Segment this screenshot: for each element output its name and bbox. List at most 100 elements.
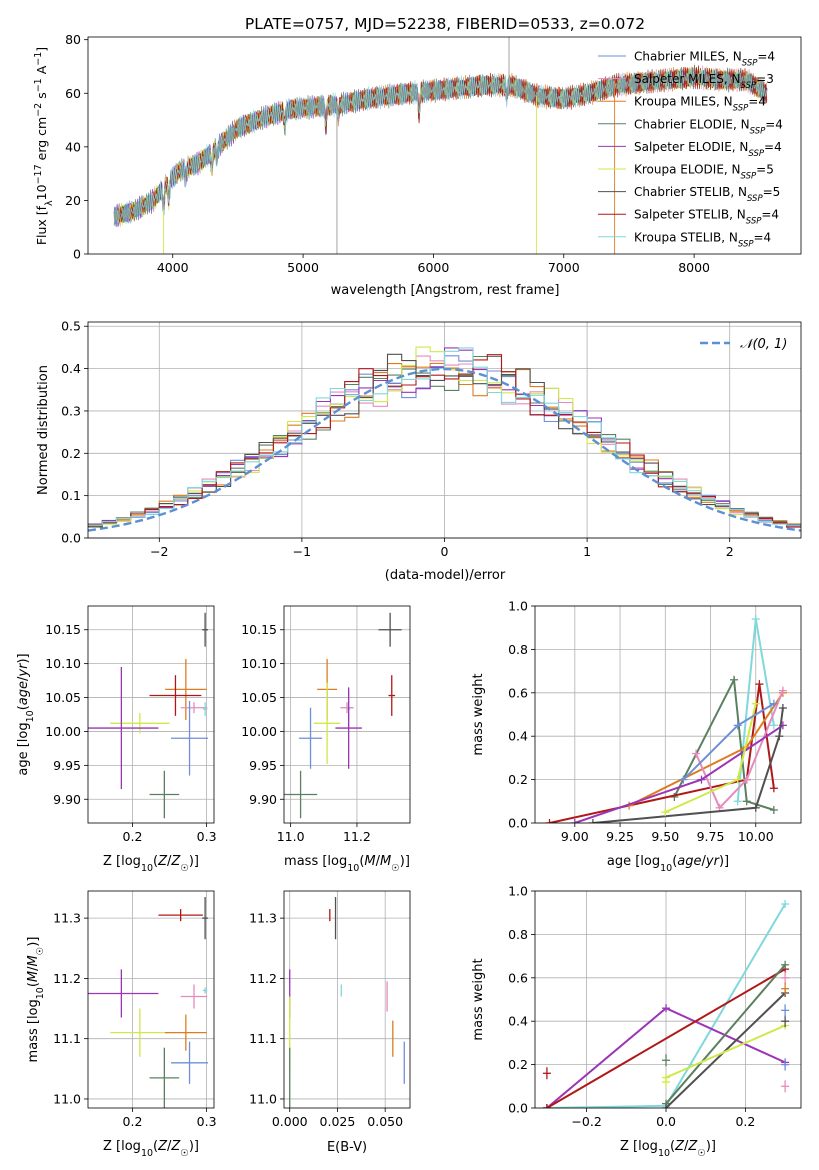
y-tick-label: 10.00	[241, 724, 277, 739]
y-tick-label: 10.05	[241, 690, 277, 705]
errorbar-salpeter-miles	[340, 702, 354, 714]
y-tick-label: 0.8	[508, 927, 528, 942]
legend-entry: Kroupa STELIB, NSSP=4	[634, 230, 771, 249]
y-tick-label: 11.3	[249, 911, 277, 926]
errorbar-salpeter-elodie	[335, 687, 362, 769]
errorbar-kroupa-elodie	[110, 1008, 170, 1057]
y-tick-label: 0.6	[508, 685, 528, 700]
weight-line	[695, 690, 784, 810]
legend-entry: Salpeter ELODIE, NSSP=4	[634, 140, 782, 159]
y-axis-label: Flux [fλ10−17 erg cm−2 s−1 A−1]	[33, 47, 55, 245]
y-axis-label: mass weight	[471, 958, 486, 1040]
series-weight_vs_Z	[542, 900, 790, 1108]
x-tick-label: 0.3	[197, 829, 217, 844]
axes-mass_vs_ebv: 0.000 0.025 0.050 11.0 11.1 11.2 11.3	[249, 890, 411, 1129]
errorbar-salpeter-elodie	[88, 667, 159, 790]
hist-step-kroupa-stelib	[88, 347, 801, 526]
y-tick-label: 11.2	[249, 971, 277, 986]
x-tick-label: 1	[583, 544, 591, 559]
errorbar-chabrier-stelib	[202, 612, 209, 647]
axes-frame	[87, 36, 802, 255]
x-tick-label: 0.2	[123, 1114, 143, 1129]
x-tick-label: 7000	[548, 260, 580, 275]
x-tick-label: 0.0	[656, 1114, 676, 1129]
y-axis-label: mass [log10(M/M☉)]	[26, 937, 46, 1063]
x-tick-label: 0.2	[735, 1114, 755, 1129]
x-tick-label: 0	[441, 544, 449, 559]
axes-residual_hist: −2 −1 0 1 2 0.0 0.1 0.2 0.3 0.4 0.5 𝒩(0, 1) (data-mo…	[36, 319, 802, 583]
legend-entry: Chabrier ELODIE, NSSP=4	[634, 117, 783, 136]
errorbar-chabrier-miles	[298, 707, 323, 769]
x-tick-label: 8000	[678, 260, 710, 275]
x-tick-label: 2	[726, 544, 734, 559]
x-axis-label: E(B-V)	[327, 1140, 367, 1155]
weight-series-kroupa-elodie	[661, 699, 760, 817]
y-tick-label: 0.0	[61, 531, 81, 546]
legend-normal-label: 𝒩(0, 1)	[740, 337, 787, 352]
series-age_vs_mass	[284, 612, 402, 819]
y-tick-label: 9.95	[249, 758, 277, 773]
axes-frame	[534, 890, 802, 1109]
x-tick-label: 0.000	[272, 1114, 308, 1129]
x-tick-label: 0.050	[367, 1114, 403, 1129]
legend: Chabrier MILES, NSSP=4 Salpeter MILES, NS…	[598, 50, 783, 249]
x-tick-label: 5000	[287, 260, 319, 275]
axes-frame	[87, 605, 215, 824]
errorbar-chabrier-stelib	[378, 612, 402, 647]
weight-line	[665, 1024, 786, 1079]
weight-series-salpeter-miles	[692, 686, 787, 812]
series-mass_vs_Z	[88, 897, 209, 1108]
y-tick-label: 10.10	[241, 656, 277, 671]
axes-frame	[87, 321, 802, 539]
legend-entry: Kroupa ELODIE, NSSP=5	[634, 163, 774, 182]
x-tick-label: 9.50	[651, 829, 679, 844]
legend-entry: Salpeter MILES, NSSP=3	[634, 72, 774, 91]
errorbar-salpeter-miles	[180, 702, 208, 714]
weight-series-chabrier-miles	[679, 699, 778, 784]
errorbar-chabrier-miles	[171, 1041, 209, 1084]
y-tick-label: 10.05	[45, 690, 81, 705]
y-tick-label: 40	[65, 139, 81, 154]
hist-step-salpeter-stelib	[88, 354, 801, 528]
series-mass_vs_ebv	[289, 897, 405, 1108]
y-tick-label: 0.4	[508, 1014, 528, 1029]
weight-series-chabrier-elodie	[662, 960, 790, 1108]
axes-age_vs_Z: 0.2 0.3 9.90 9.95 10.00 10.05 10.10 10.15 Z [log…	[16, 605, 217, 874]
errorbar-salpeter-stelib	[158, 909, 203, 922]
figure-title: PLATE=0757, MJD=52238, FIBERID=0533, z=0…	[245, 15, 645, 33]
x-tick-label: −1	[293, 544, 311, 559]
y-tick-label: 0.0	[508, 816, 528, 831]
y-axis-label: age [log10(age/yr)]	[16, 653, 36, 775]
y-tick-label: 0.4	[61, 361, 81, 376]
axes-age_vs_mass: 11.0 11.2 9.90 9.95 10.00 10.05 10.10 10.15 mass…	[241, 605, 411, 874]
weight-line	[592, 707, 784, 823]
x-tick-label: 11.0	[277, 829, 305, 844]
errorbar-kroupa-stelib	[202, 987, 208, 994]
axes-spectrum: 4000 5000 6000 7000 8000 0 20 40 60 80 wavelength …	[33, 32, 802, 298]
y-tick-label: 0.0	[508, 1101, 528, 1116]
y-tick-label: 80	[65, 32, 81, 47]
x-tick-label: 6000	[418, 260, 450, 275]
y-tick-label: 20	[65, 193, 81, 208]
weight-series-chabrier-elodie	[670, 675, 778, 814]
normal-reference-curve	[88, 367, 801, 532]
weight-series-chabrier-stelib	[588, 703, 787, 823]
weight-series-salpeter-elodie	[570, 721, 787, 823]
errorbar-salpeter-stelib	[149, 675, 202, 716]
x-axis-label: Z [log10(Z/Z☉)]	[103, 1139, 199, 1159]
errorbar-kroupa-miles	[165, 1014, 207, 1051]
errorbar-salpeter-stelib	[388, 675, 396, 716]
y-tick-label: 9.90	[249, 792, 277, 807]
weight-line	[546, 968, 786, 1108]
errorbar-chabrier-elodie	[149, 770, 180, 819]
axes-weight_vs_Z: −0.2 0.0 0.2 0.0 0.2 0.4 0.6 0.8 1.0 Z [log10(Z/Z…	[471, 884, 802, 1159]
errorbar-chabrier-elodie	[284, 770, 318, 819]
x-axis-label: mass [log10(M/M☉)]	[284, 854, 410, 874]
y-axis-label: Normed distribution	[36, 365, 51, 495]
weight-line	[665, 964, 786, 1105]
y-tick-label: 0.2	[508, 1057, 528, 1072]
errorbar-chabrier-miles	[171, 700, 209, 776]
x-tick-label: 4000	[157, 260, 189, 275]
axes-mass_vs_Z: 0.2 0.3 11.0 11.1 11.2 11.3 Z [log10(Z/Z☉)] mas…	[26, 890, 217, 1159]
